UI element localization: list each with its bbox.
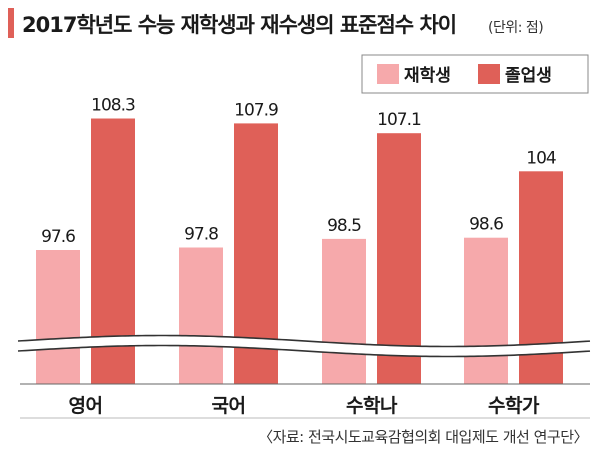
data-label: 107.9: [234, 100, 278, 120]
data-label: 107.1: [377, 110, 421, 130]
break-line-bottom: [17, 344, 591, 358]
data-label: 98.5: [327, 216, 361, 236]
legend-swatch-series-2: [478, 64, 500, 84]
title-accent-bar: [8, 8, 14, 38]
category-label: 국어: [212, 395, 246, 417]
category-label: 영어: [69, 395, 103, 417]
chart-title: 2017학년도 수능 재학생과 재수생의 표준점수 차이: [22, 13, 456, 37]
bar-series-2: [377, 133, 421, 384]
axis-break: [17, 334, 592, 358]
data-label: 97.6: [41, 227, 75, 247]
legend-label-series-2: 졸업생: [505, 66, 552, 86]
unit-note: (단위: 점): [488, 20, 543, 36]
data-label: 108.3: [91, 96, 135, 116]
break-line-top: [17, 334, 591, 348]
data-label: 98.6: [469, 215, 503, 235]
bar-series-1: [464, 237, 508, 384]
source-note: 〈자료: 전국시도교육감협의회 대입제도 개선 연구단〉: [258, 428, 588, 446]
category-label: 수학가: [488, 395, 540, 417]
bar-series-1: [179, 247, 223, 384]
legend-box: [361, 54, 589, 94]
legend-swatch-series-1: [377, 64, 399, 84]
data-label: 104: [526, 148, 556, 168]
data-label: 97.8: [184, 225, 218, 245]
category-labels: 영어 국어 수학나 수학가: [69, 395, 541, 417]
legend: 재학생 졸업생: [361, 54, 589, 94]
legend-label-series-1: 재학생: [404, 66, 451, 86]
bar-series-1: [322, 238, 366, 384]
category-label: 수학나: [346, 395, 398, 417]
bar-series-1: [36, 250, 80, 384]
break-band: [18, 335, 592, 357]
